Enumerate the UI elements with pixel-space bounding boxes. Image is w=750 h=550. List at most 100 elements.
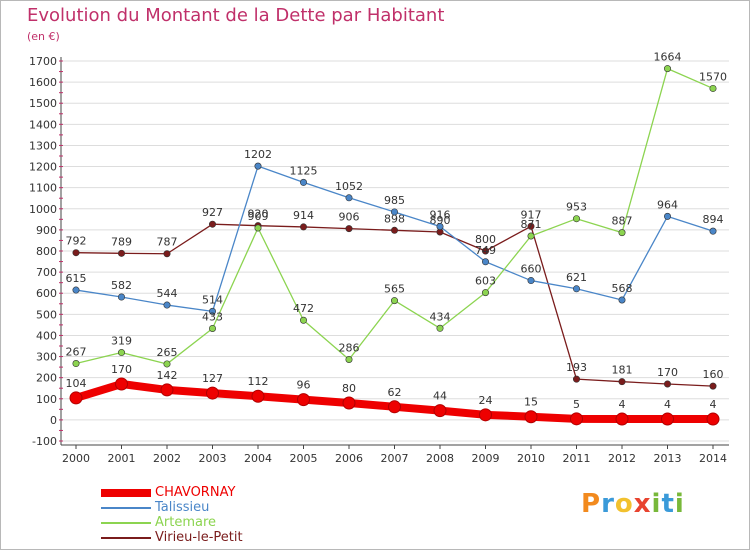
data-point bbox=[706, 412, 720, 426]
y-tick-label: -100 bbox=[32, 435, 57, 448]
data-label: 434 bbox=[430, 310, 451, 323]
data-label: 568 bbox=[612, 282, 633, 295]
data-label: 621 bbox=[566, 271, 587, 284]
logo-letter: o bbox=[614, 489, 634, 519]
data-point bbox=[390, 297, 398, 305]
data-label: 80 bbox=[342, 382, 356, 395]
data-point bbox=[254, 162, 262, 170]
y-tick-label: 200 bbox=[36, 372, 57, 385]
data-label: 514 bbox=[202, 293, 223, 306]
data-label: 1052 bbox=[335, 180, 363, 193]
data-point bbox=[481, 289, 489, 297]
data-point bbox=[436, 223, 444, 231]
y-tick-label: 1700 bbox=[29, 55, 57, 68]
data-label: 749 bbox=[475, 244, 496, 257]
data-point bbox=[390, 226, 398, 234]
data-point bbox=[709, 382, 717, 390]
data-point bbox=[163, 360, 171, 368]
x-tick-label: 2001 bbox=[108, 452, 136, 465]
data-label: 4 bbox=[710, 398, 717, 411]
y-tick-label: 600 bbox=[36, 287, 57, 300]
logo-letter: i bbox=[674, 489, 685, 519]
x-tick-label: 2007 bbox=[381, 452, 409, 465]
data-label: 265 bbox=[157, 346, 178, 359]
legend-swatch bbox=[101, 522, 151, 524]
data-label: 615 bbox=[66, 272, 87, 285]
data-label: 4 bbox=[664, 398, 671, 411]
x-tick-label: 2012 bbox=[608, 452, 636, 465]
proxiti-logo: Proxiti bbox=[581, 489, 685, 519]
data-point bbox=[618, 296, 626, 304]
data-point bbox=[299, 178, 307, 186]
data-label: 181 bbox=[612, 364, 633, 377]
y-tick-label: 900 bbox=[36, 224, 57, 237]
data-point bbox=[69, 391, 83, 405]
y-tick-label: 400 bbox=[36, 329, 57, 342]
legend-label: Talissieu bbox=[155, 500, 210, 515]
y-tick-label: 1300 bbox=[29, 139, 57, 152]
x-tick-label: 2010 bbox=[517, 452, 545, 465]
data-label: 890 bbox=[430, 214, 451, 227]
data-point bbox=[618, 229, 626, 237]
data-label: 62 bbox=[388, 386, 402, 399]
data-label: 920 bbox=[248, 208, 269, 221]
x-tick-label: 2011 bbox=[563, 452, 591, 465]
data-label: 927 bbox=[202, 206, 223, 219]
legend-swatch bbox=[101, 537, 151, 539]
legend-label: CHAVORNAY bbox=[155, 485, 236, 500]
data-label: 898 bbox=[384, 212, 405, 225]
data-point bbox=[163, 301, 171, 309]
data-label: 916 bbox=[430, 209, 451, 222]
data-point bbox=[118, 293, 126, 301]
y-tick-label: 100 bbox=[36, 393, 57, 406]
data-label: 660 bbox=[521, 263, 542, 276]
logo-letter: i bbox=[651, 489, 662, 519]
data-point bbox=[663, 65, 671, 73]
data-point bbox=[661, 412, 674, 426]
data-label: 603 bbox=[475, 275, 496, 288]
data-label: 544 bbox=[157, 287, 178, 300]
data-label: 985 bbox=[384, 194, 405, 207]
data-point bbox=[572, 285, 580, 293]
data-point bbox=[160, 383, 174, 397]
data-point bbox=[527, 232, 535, 240]
data-label: 24 bbox=[479, 394, 493, 407]
data-point bbox=[345, 225, 353, 233]
data-point bbox=[118, 349, 126, 357]
data-label: 96 bbox=[297, 379, 311, 392]
data-point bbox=[709, 84, 717, 92]
data-point bbox=[342, 396, 356, 410]
data-point bbox=[254, 224, 262, 232]
data-point bbox=[118, 249, 126, 257]
x-tick-label: 2013 bbox=[654, 452, 682, 465]
data-label: 1664 bbox=[654, 51, 682, 64]
data-point bbox=[527, 222, 535, 230]
x-tick-label: 2009 bbox=[472, 452, 500, 465]
data-label: 906 bbox=[339, 211, 360, 224]
data-label: 170 bbox=[111, 363, 132, 376]
y-tick-label: 1600 bbox=[29, 76, 57, 89]
logo-letter: x bbox=[633, 489, 652, 519]
data-label: 127 bbox=[202, 372, 223, 385]
data-point bbox=[115, 377, 128, 391]
data-label: 1202 bbox=[244, 148, 272, 161]
chart-title: Evolution du Montant de la Dette par Hab… bbox=[27, 5, 445, 26]
y-tick-label: 800 bbox=[36, 245, 57, 258]
legend-label: Virieu-le-Petit bbox=[155, 530, 243, 545]
data-label: 909 bbox=[248, 210, 269, 223]
data-point bbox=[209, 220, 217, 228]
data-label: 15 bbox=[524, 396, 538, 409]
data-point bbox=[481, 247, 489, 255]
data-label: 787 bbox=[157, 236, 178, 249]
y-tick-label: 300 bbox=[36, 351, 57, 364]
data-point bbox=[209, 324, 217, 332]
data-point bbox=[572, 375, 580, 383]
data-point bbox=[251, 389, 265, 403]
data-point bbox=[297, 393, 310, 407]
data-point bbox=[572, 215, 580, 223]
data-label: 953 bbox=[566, 201, 587, 214]
data-point bbox=[527, 277, 535, 285]
data-point bbox=[663, 212, 671, 220]
data-label: 792 bbox=[66, 235, 87, 248]
